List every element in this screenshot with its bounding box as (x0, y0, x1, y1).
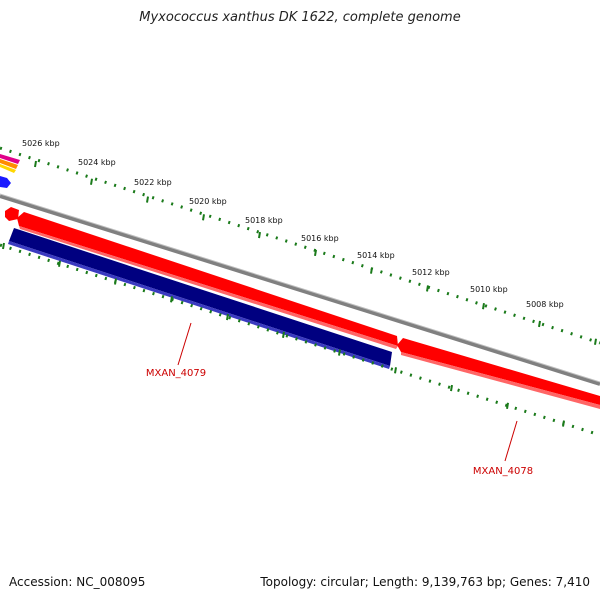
feature-blue (0, 176, 11, 188)
scale-label: 5014 kbp (357, 251, 395, 260)
scale-label: 5026 kbp (22, 139, 60, 148)
gene-label-mxan-4079: MXAN_4079 (146, 322, 206, 379)
gene-mxan-4079 (8, 228, 392, 369)
outer-major-ticks (34, 160, 597, 345)
outer-major-tick (90, 178, 93, 185)
outer-major-tick (370, 267, 373, 274)
gene-mxan-4079-body (9, 228, 392, 366)
outer-tick-track (0, 146, 600, 345)
scale-label: 5010 kbp (470, 285, 508, 294)
inner-major-ticks (2, 242, 565, 427)
feature-yellow (0, 164, 16, 173)
gene-forward-1-body (17, 212, 398, 346)
inner-major-tick (170, 296, 173, 303)
gene-label-mxan-4078: MXAN_4078 (473, 420, 533, 477)
scale-label: 5024 kbp (78, 158, 116, 167)
inner-minor-ticks (0, 243, 600, 437)
scale-label: 5008 kbp (526, 300, 564, 309)
outer-major-tick (258, 231, 261, 239)
inner-major-tick (394, 367, 397, 374)
feature-orange (0, 159, 18, 169)
scale-label: 5018 kbp (245, 216, 283, 225)
inner-major-tick (450, 384, 453, 392)
scale-label: 5016 kbp (301, 234, 339, 243)
gene-mxan-4078-shade (401, 352, 600, 409)
gene-mxan-4078 (397, 338, 600, 409)
gene-forward-1-shade (19, 226, 398, 349)
feature-cluster-left (0, 154, 20, 221)
inner-major-tick (506, 402, 509, 409)
genome-summary-text: Topology: circular; Length: 9,139,763 bp… (260, 575, 590, 589)
accession-text: Accession: NC_008095 (9, 575, 146, 589)
inner-major-tick (282, 331, 285, 338)
gene-forward-1 (17, 212, 398, 349)
feature-magenta (0, 154, 20, 164)
inner-major-tick (338, 349, 341, 356)
feature-red-small (5, 207, 19, 221)
outer-major-tick (314, 249, 317, 257)
inner-major-tick (2, 242, 5, 250)
backbone-line (0, 194, 600, 386)
backbone-highlight (0, 193, 600, 383)
scale-label: 5012 kbp (412, 268, 450, 277)
outer-major-tick (482, 303, 485, 310)
inner-major-tick (58, 260, 61, 267)
outer-major-tick (34, 160, 37, 168)
label-text-mxan-4079: MXAN_4079 (146, 368, 206, 379)
inner-major-tick (226, 313, 229, 321)
scale-label: 5020 kbp (189, 197, 227, 206)
inner-major-tick (562, 420, 565, 427)
label-connector-mxan-4079 (177, 322, 192, 366)
scale-label: 5022 kbp (134, 178, 172, 187)
genome-backbone (0, 193, 600, 386)
scale-labels: 5026 kbp 5024 kbp 5022 kbp 5020 kbp 5018 kbp… (22, 139, 564, 309)
outer-major-tick (146, 196, 149, 203)
inner-tick-track (0, 242, 600, 437)
outer-major-tick (538, 320, 541, 328)
label-text-mxan-4078: MXAN_4078 (473, 466, 533, 477)
gene-mxan-4079-shade (8, 241, 390, 369)
inner-major-tick (114, 278, 117, 285)
outer-major-tick (426, 285, 429, 292)
gene-mxan-4078-body (397, 338, 600, 405)
outer-major-tick (594, 338, 597, 345)
map-title: Myxococcus xanthus DK 1622, complete gen… (139, 10, 461, 25)
outer-major-tick (202, 214, 205, 221)
label-connector-mxan-4078 (504, 420, 518, 462)
